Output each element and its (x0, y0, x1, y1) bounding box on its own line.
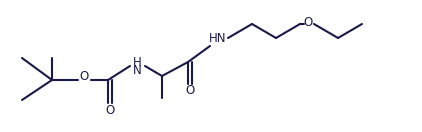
Text: N: N (133, 63, 141, 77)
Text: O: O (185, 84, 195, 98)
Text: H: H (133, 55, 141, 69)
Text: O: O (106, 103, 115, 117)
Text: O: O (79, 70, 89, 84)
Text: HN: HN (209, 32, 227, 44)
Text: O: O (303, 15, 313, 29)
